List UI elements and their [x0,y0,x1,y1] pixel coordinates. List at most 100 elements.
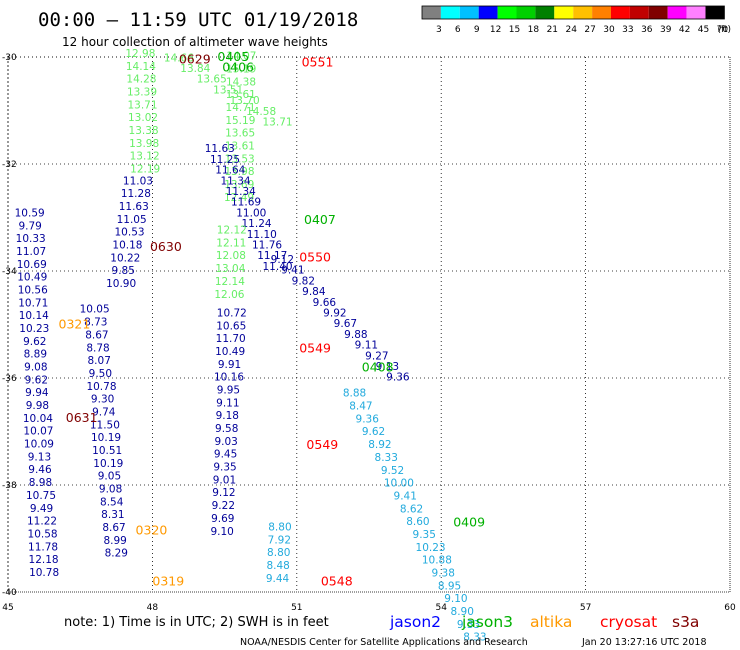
wave-height-value: 11.07 [16,246,46,258]
map-subtitle: 12 hour collection of altimeter wave hei… [62,35,328,49]
wave-height-value: 11.40 [263,261,293,273]
wave-height-value: 8.99 [103,535,126,547]
wave-height-value: 8.88 [343,388,366,400]
scale-outline [421,5,725,20]
scale-swatch [705,6,725,19]
wave-height-value: 9.88 [344,329,367,341]
wave-height-value: 11.03 [123,175,153,187]
wave-height-value: 11.63 [119,201,149,213]
credit-text: NOAA/NESDIS Center for Satellite Applica… [240,637,528,648]
wave-height-value: 9.05 [98,471,121,483]
scale-label: 42 [679,25,690,35]
lon-tick-label: 45 [2,603,13,613]
wave-height-value: 10.71 [18,297,48,309]
scale-swatch [459,6,479,19]
pass-time-label: 0551 [302,54,334,69]
lon-tick-label: 60 [724,603,736,613]
wave-height-value: 8.62 [400,503,423,515]
scale-swatch [573,6,593,19]
wave-height-value: 11.76 [252,240,282,252]
pass-time-label: 0320 [136,522,168,537]
wave-height-value: 11.70 [216,333,246,345]
wave-height-value: 13.65 [197,74,227,86]
jason2-track-c: 9.129.419.829.849.669.929.679.889.119.27… [271,254,410,384]
wave-height-value: 13.61 [226,89,256,101]
lat-tick-label: -34 [2,267,17,277]
wave-height-value: 13.70 [230,95,260,107]
pass-time-label: 0550 [299,250,331,265]
pass-time-label: 0549 [299,341,331,356]
wave-height-value: 13.61 [225,141,255,153]
wave-height-value: 9.10 [444,593,467,605]
wave-height-value: 9.91 [218,359,241,371]
wave-height-value: 9.22 [212,500,235,512]
wave-height-value: 10.19 [91,432,121,444]
wave-height-value: 9.52 [381,465,404,477]
wave-height-value: 9.33 [457,619,480,631]
scale-swatch [535,6,555,19]
wave-height-value: 12.06 [214,289,244,301]
legend-s3a: s3a [672,613,699,631]
wave-height-value: 8.29 [105,548,128,560]
wave-height-value: 8.78 [86,342,109,354]
wave-height-value: 9.46 [28,464,52,476]
wave-height-value: 14.28 [126,74,156,86]
wave-height-value: 14.38 [226,76,256,88]
wave-height-value: 9.58 [215,423,238,435]
wave-height-value: 10.69 [17,259,47,271]
map-title: 00:00 – 11:59 UTC 01/19/2018 [38,9,358,31]
wave-height-value: 9.36 [356,413,380,425]
wave-height-value: 11.25 [210,154,240,166]
scale-swatch [648,6,668,19]
wave-height-value: 8.89 [24,349,47,361]
jason2-track-d: 10.7210.6511.7010.499.9110.169.959.119.1… [210,307,246,537]
color-scale-legend: 3 6 9 12 15 18 21 24 27 30 33 36 39 42 45 70(ft) [421,5,731,35]
wave-height-value: 8.80 [267,547,290,559]
lon-tick-label: 48 [147,603,159,613]
wave-height-value: 9.01 [213,474,236,486]
scale-label: 9 [474,25,480,35]
wave-height-value: 10.23 [19,323,49,335]
wave-height-value: 11.17 [257,250,287,262]
wave-height-value: 11.28 [121,188,151,200]
wave-height-value: 10.88 [422,555,452,567]
wave-height-value: 10.75 [26,490,56,502]
jason2-track-h: 10.058.738.678.788.079.5010.789.309.7411… [80,304,128,560]
wave-height-value: 10.49 [215,346,245,358]
scale-label: 27 [584,25,595,35]
scale-label: 21 [547,25,558,35]
wave-height-value: 8.31 [101,509,124,521]
wave-height-value: 10.00 [384,478,414,490]
scale-label: 70 [717,25,729,35]
wave-height-value: 13.71 [127,99,157,111]
wave-height-value: 10.05 [80,304,110,316]
pass-time-label: 0321 [59,317,91,332]
wave-height-value: 9.36 [386,372,410,384]
wave-height-value: 15.19 [226,64,256,76]
wave-height-value: 9.98 [26,400,49,412]
wave-height-value: 13.39 [127,87,157,99]
pass-time-label: 0319 [152,573,184,588]
wave-height-value: 10.59 [15,207,45,219]
lat-tick-label: -30 [2,53,17,63]
wave-height-value: 8.95 [438,580,461,592]
pass-time-label: 0405 [217,49,249,64]
timestamp-text: Jan 20 13:27:16 UTC 2018 [581,637,707,648]
wave-height-value: 13.65 [225,128,255,140]
wave-height-value: 10.23 [416,542,446,554]
legend-altika: altika [530,613,572,631]
wave-height-tracks: 12.9814.1414.2813.3913.7113.0213.3813.98… [15,48,487,644]
wave-height-value: 8.33 [463,632,486,644]
wave-height-value: 9.62 [362,426,385,438]
wave-height-value: 10.78 [29,567,59,579]
lat-tick-label: -40 [2,588,17,598]
pass-time-label: 0408 [362,359,394,374]
wave-height-value: 13.53 [225,153,255,165]
jason2-track-g: 10.599.7910.3311.0710.6910.4910.5610.711… [15,207,60,579]
scale-label: 18 [528,25,540,35]
wave-height-value: 10.04 [23,413,53,425]
jason2-track-e: 8.888.479.369.628.928.339.5210.009.418.6… [343,388,487,644]
wave-height-value: 10.33 [16,233,46,245]
wave-height-value: 12.98 [125,48,155,60]
